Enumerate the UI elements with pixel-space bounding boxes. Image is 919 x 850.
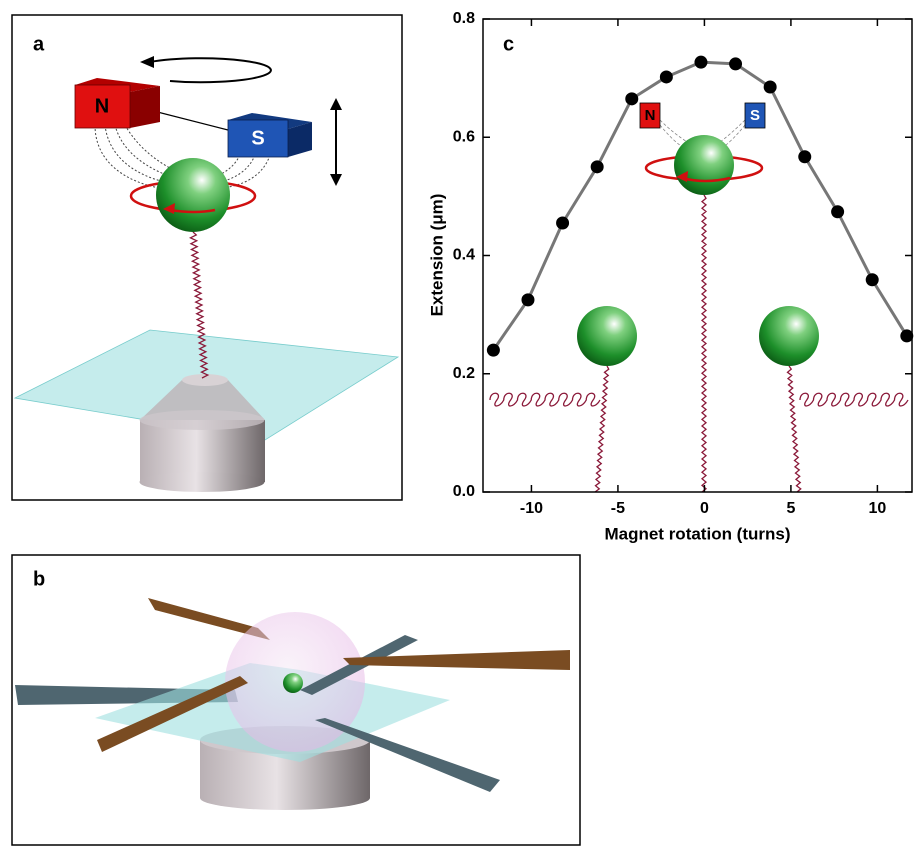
data-point bbox=[798, 150, 811, 163]
data-point bbox=[556, 216, 569, 229]
x-tick-label: 0 bbox=[700, 500, 709, 517]
vertical-arrow bbox=[330, 98, 342, 186]
figure: a N S bbox=[0, 0, 919, 850]
data-point bbox=[729, 57, 742, 70]
inset-illustration: N S bbox=[490, 103, 908, 492]
x-tick-label: -10 bbox=[520, 500, 543, 517]
panel-label: c bbox=[503, 33, 514, 55]
data-point bbox=[487, 344, 500, 357]
data-point bbox=[521, 293, 534, 306]
magnet-label: S bbox=[750, 107, 760, 124]
magnet-label: S bbox=[251, 127, 264, 149]
y-tick-label: 0.8 bbox=[453, 10, 475, 27]
y-tick-label: 0.2 bbox=[453, 365, 475, 382]
data-point bbox=[831, 205, 844, 218]
y-tick-label: 0.0 bbox=[453, 483, 475, 500]
x-tick-label: 5 bbox=[786, 500, 795, 517]
panel-label: b bbox=[33, 568, 45, 590]
panel-label: a bbox=[33, 33, 45, 55]
panel-b: b bbox=[12, 555, 580, 845]
magnet-s: S bbox=[228, 113, 312, 157]
x-tick-label: 10 bbox=[869, 500, 887, 517]
rotation-arrow bbox=[150, 58, 271, 82]
x-axis-label: Magnet rotation (turns) bbox=[604, 524, 790, 543]
panel-c: c N S 0.0 0.2 0.4 0.6 0.8 -10 -5 0 5 10 Magnet rot… bbox=[427, 10, 913, 543]
dna-supercoil bbox=[800, 393, 908, 406]
bead bbox=[283, 673, 303, 693]
bead bbox=[674, 135, 734, 195]
y-tick-label: 0.4 bbox=[453, 247, 475, 264]
data-point bbox=[660, 70, 673, 83]
magnet-n: N bbox=[75, 78, 160, 128]
y-axis-label: Extension (μm) bbox=[427, 194, 446, 317]
magnetic-bead bbox=[156, 158, 230, 232]
page: {"panels": {"a": {"label": "a", "magnet_… bbox=[0, 0, 919, 850]
bead bbox=[759, 306, 819, 366]
bead bbox=[577, 306, 637, 366]
dna-supercoil bbox=[490, 393, 600, 406]
x-tick-label: -5 bbox=[611, 500, 625, 517]
arrow-head bbox=[140, 56, 154, 68]
data-point bbox=[694, 56, 707, 69]
data-point bbox=[900, 329, 913, 342]
data-point bbox=[866, 273, 879, 286]
data-point bbox=[764, 80, 777, 93]
magnet-label: N bbox=[645, 107, 656, 124]
y-tick-label: 0.6 bbox=[453, 128, 475, 145]
dna-tether bbox=[595, 366, 609, 492]
dna-tether bbox=[788, 366, 801, 492]
fit-line bbox=[493, 62, 906, 350]
panel-a: a N S bbox=[12, 15, 402, 500]
data-point bbox=[591, 160, 604, 173]
data-point bbox=[625, 92, 638, 105]
magnet-label: N bbox=[95, 95, 109, 117]
dna-tether bbox=[702, 195, 706, 492]
